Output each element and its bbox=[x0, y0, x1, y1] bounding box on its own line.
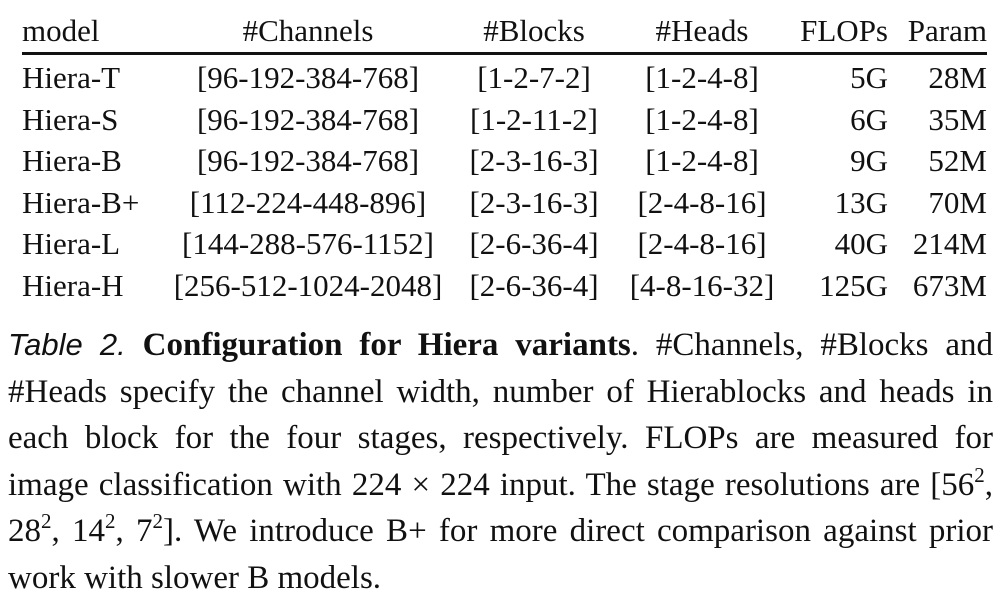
cell-model: Hiera-H bbox=[22, 267, 124, 303]
caption-text: , 28 bbox=[8, 466, 993, 550]
cell-channels: [96-192-384-768] bbox=[196, 101, 420, 137]
cell-model: Hiera-B bbox=[22, 143, 122, 179]
cell-param: 214M bbox=[912, 226, 987, 262]
cell-flops: 40G bbox=[834, 226, 888, 262]
caption-exponent: 2 bbox=[152, 509, 163, 533]
cell-flops: 5G bbox=[850, 60, 888, 96]
cell-heads: [2-4-8-16] bbox=[637, 226, 767, 262]
cell-blocks: [2-6-36-4] bbox=[469, 267, 599, 303]
cell-param: 52M bbox=[928, 143, 987, 179]
cell-channels: [96-192-384-768] bbox=[196, 143, 420, 179]
header-model: model bbox=[22, 4, 164, 55]
cell-blocks: [2-6-36-4] bbox=[469, 226, 599, 262]
cell-model: Hiera-T bbox=[22, 60, 121, 96]
header-blocks: #Blocks bbox=[452, 4, 616, 55]
caption-text: , 7 bbox=[115, 513, 153, 549]
table-row: Hiera-H [256-512-1024-2048] [2-6-36-4] [… bbox=[22, 265, 987, 307]
cell-heads: [2-4-8-16] bbox=[637, 184, 767, 220]
cell-model: Hiera-B+ bbox=[22, 184, 140, 220]
cell-heads: [1-2-4-8] bbox=[645, 101, 759, 137]
caption-label: Table 2. bbox=[8, 327, 126, 362]
cell-blocks: [1-2-11-2] bbox=[470, 101, 598, 137]
cell-param: 28M bbox=[928, 60, 987, 96]
table-container: model #Channels #Blocks #Heads FLOPs Par… bbox=[22, 4, 987, 306]
header-param: Param bbox=[888, 4, 987, 55]
table-row: Hiera-S [96-192-384-768] [1-2-11-2] [1-2… bbox=[22, 99, 987, 141]
cell-heads: [1-2-4-8] bbox=[645, 60, 759, 96]
cell-param: 673M bbox=[912, 267, 987, 303]
cell-channels: [256-512-1024-2048] bbox=[173, 267, 443, 303]
header-row: model #Channels #Blocks #Heads FLOPs Par… bbox=[22, 4, 987, 55]
caption-exponent: 2 bbox=[104, 509, 116, 533]
table-body: Hiera-T [96-192-384-768] [1-2-7-2] [1-2-… bbox=[22, 54, 987, 307]
header-channels: #Channels bbox=[164, 4, 452, 55]
cell-blocks: [1-2-7-2] bbox=[477, 60, 591, 96]
cell-heads: [1-2-4-8] bbox=[645, 143, 759, 179]
config-table: model #Channels #Blocks #Heads FLOPs Par… bbox=[22, 4, 987, 306]
cell-flops: 125G bbox=[819, 267, 888, 303]
cell-blocks: [2-3-16-3] bbox=[469, 184, 599, 220]
table-header: model #Channels #Blocks #Heads FLOPs Par… bbox=[22, 4, 987, 55]
cell-model: Hiera-S bbox=[22, 101, 119, 137]
cell-blocks: [2-3-16-3] bbox=[469, 143, 599, 179]
table-row: Hiera-B+ [112-224-448-896] [2-3-16-3] [2… bbox=[22, 182, 987, 224]
cell-channels: [112-224-448-896] bbox=[189, 184, 427, 220]
table-row: Hiera-B [96-192-384-768] [2-3-16-3] [1-2… bbox=[22, 140, 987, 182]
caption-exponent: 2 bbox=[974, 462, 985, 487]
caption-exponent: 2 bbox=[41, 509, 52, 533]
table-caption: Table 2. Configuration for Hiera variant… bbox=[8, 322, 993, 601]
header-flops: FLOPs bbox=[788, 4, 888, 55]
cell-param: 70M bbox=[928, 184, 987, 220]
cell-channels: [96-192-384-768] bbox=[196, 60, 420, 96]
caption-text: . #Channels, #Blocks and #Heads specify … bbox=[8, 327, 994, 503]
table-row: Hiera-L [144-288-576-1152] [2-6-36-4] [2… bbox=[22, 223, 987, 265]
caption-text: , 14 bbox=[51, 513, 105, 549]
cell-flops: 6G bbox=[850, 101, 888, 137]
cell-heads: [4-8-16-32] bbox=[629, 267, 775, 303]
cell-param: 35M bbox=[928, 101, 987, 137]
table-row: Hiera-T [96-192-384-768] [1-2-7-2] [1-2-… bbox=[22, 54, 987, 99]
cell-model: Hiera-L bbox=[22, 226, 121, 262]
caption-title: Configuration for Hiera variants bbox=[142, 327, 631, 363]
cell-channels: [144-288-576-1152] bbox=[182, 226, 434, 262]
cell-flops: 13G bbox=[834, 184, 888, 220]
cell-flops: 9G bbox=[850, 143, 888, 179]
caption-text: ]. We introduce B+ for more direct compa… bbox=[8, 513, 994, 596]
header-heads: #Heads bbox=[616, 4, 788, 55]
